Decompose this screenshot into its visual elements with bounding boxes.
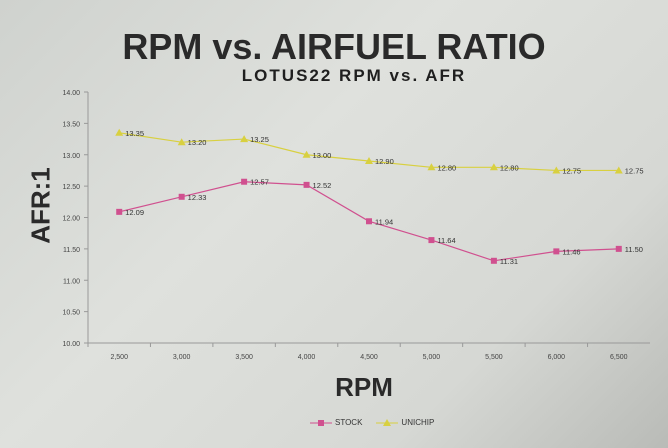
unichip-point	[365, 157, 373, 165]
x-tick-label: 3,000	[173, 354, 191, 361]
unichip-point	[552, 166, 561, 174]
unichip-point	[177, 138, 186, 146]
x-tick-label: 6,500	[610, 354, 628, 361]
stock-point	[553, 248, 560, 255]
stock-point	[366, 218, 372, 225]
x-tick-label: 5,000	[423, 354, 441, 361]
unichip-point	[115, 128, 124, 136]
legend-label: UNICHIP	[401, 418, 435, 427]
legend-item-unichip: UNICHIP	[376, 418, 434, 427]
y-tick-label: 13.00	[62, 153, 80, 160]
stock-data-label: 11.46	[562, 247, 580, 256]
y-tick-label: 10.50	[62, 310, 80, 317]
stock-data-label: 12.33	[188, 193, 207, 202]
unichip-point	[427, 163, 436, 171]
unichip-data-label: 13.35	[125, 129, 144, 138]
x-tick-label: 4,500	[360, 354, 378, 361]
unichip-data-label: 12.80	[500, 163, 519, 172]
unichip-point	[302, 150, 311, 158]
stock-point	[490, 257, 497, 264]
stock-point	[303, 181, 310, 188]
stock-data-label: 12.57	[250, 178, 269, 187]
unichip-data-label: 13.20	[188, 138, 207, 147]
x-axis-label: RPM	[335, 372, 393, 402]
stock-point	[615, 245, 622, 252]
stock-data-label: 11.31	[500, 257, 518, 266]
y-tick-label: 10.00	[62, 341, 80, 348]
unichip-data-label: 12.80	[437, 163, 456, 172]
stock-point	[178, 193, 185, 200]
x-tick-label: 6,000	[548, 354, 566, 361]
unichip-data-label: 12.75	[625, 166, 644, 175]
x-tick-label: 3,500	[235, 354, 253, 361]
stock-point	[116, 208, 123, 215]
unichip-data-label: 13.00	[313, 151, 332, 160]
y-tick-label: 11.00	[63, 278, 80, 285]
stock-data-label: 11.64	[437, 236, 455, 245]
stock-point	[241, 178, 248, 185]
y-tick-label: 13.50	[62, 121, 80, 128]
stock-data-label: 11.94	[375, 217, 393, 226]
legend-label: STOCK	[335, 418, 363, 427]
y-tick-label: 12.00	[62, 216, 80, 223]
chart-title: RPM vs. AIRFUEL RATIO	[122, 26, 546, 67]
unichip-data-label: 13.25	[250, 135, 269, 144]
stock-data-label: 12.09	[125, 208, 144, 217]
chart-subtitle: LOTUS22 RPM vs. AFR	[241, 66, 467, 85]
unichip-data-label: 12.75	[562, 166, 581, 175]
y-tick-label: 11.50	[63, 247, 80, 254]
unichip-point	[489, 163, 498, 171]
x-tick-label: 2,500	[110, 354, 128, 361]
y-tick-label: 12.50	[62, 184, 80, 191]
unichip-data-label: 12.90	[375, 157, 394, 166]
unichip-point	[614, 166, 623, 174]
x-tick-label: 5,500	[485, 354, 503, 361]
stock-data-label: 11.50	[625, 245, 643, 254]
stock-point	[428, 237, 435, 244]
unichip-point	[240, 135, 249, 143]
y-tick-label: 14.00	[62, 90, 80, 97]
legend: STOCK UNICHIP	[310, 418, 434, 427]
x-tick-label: 4,000	[298, 354, 316, 361]
legend-item-stock: STOCK	[310, 418, 362, 427]
stock-data-label: 12.52	[313, 181, 332, 190]
